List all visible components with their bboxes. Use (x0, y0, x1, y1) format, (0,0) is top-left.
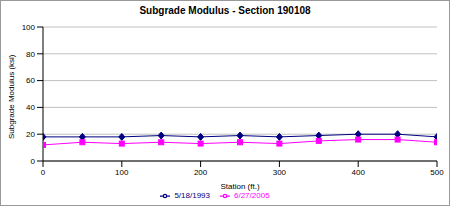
svg-text:20: 20 (26, 130, 35, 139)
svg-text:400: 400 (352, 168, 366, 177)
html-text:6/27/2005: 6/27/2005 (234, 191, 270, 201)
svg-text:0: 0 (41, 168, 46, 177)
html-text:Subgrade Modulus - Section 190: Subgrade Modulus - Section 190108 (139, 5, 311, 16)
svg-text:Station (ft.): Station (ft.) (220, 182, 259, 191)
svg-text:500: 500 (430, 168, 442, 177)
svg-text:100: 100 (115, 168, 129, 177)
svg-text:Subgrade Modulus (ksi): Subgrade Modulus (ksi) (8, 54, 16, 139)
svg-text:100: 100 (22, 23, 36, 32)
svg-text:300: 300 (273, 168, 287, 177)
html-text:5/18/1993: 5/18/1993 (174, 191, 210, 201)
svg-text:80: 80 (26, 50, 35, 59)
svg-text:0: 0 (31, 157, 36, 166)
svg-text:40: 40 (26, 103, 35, 112)
svg-text:60: 60 (26, 76, 35, 85)
svg-text:200: 200 (194, 168, 208, 177)
